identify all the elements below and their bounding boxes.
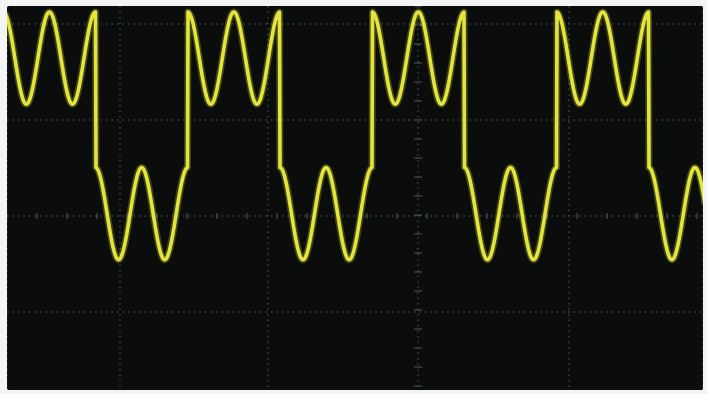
waveform-display — [7, 6, 703, 390]
oscilloscope-screen — [7, 6, 703, 390]
waveform-glow — [7, 8, 703, 264]
graticule-grid — [7, 6, 703, 390]
waveform-trace — [7, 8, 703, 264]
waveform-line — [7, 10, 703, 262]
